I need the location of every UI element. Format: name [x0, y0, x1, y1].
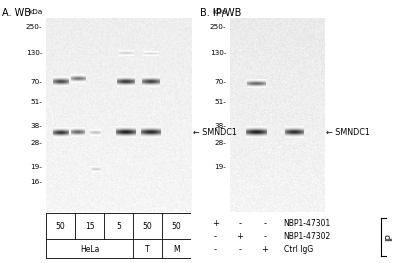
Text: 51-: 51-	[215, 99, 226, 104]
Text: ← SMNDC1: ← SMNDC1	[326, 128, 370, 137]
Text: 50: 50	[56, 222, 65, 231]
Text: -: -	[238, 245, 242, 255]
Text: 19-: 19-	[30, 164, 42, 170]
Text: kDa: kDa	[212, 8, 226, 14]
Text: 28-: 28-	[30, 140, 42, 146]
Text: 38-: 38-	[215, 123, 226, 129]
Text: A. WB: A. WB	[2, 8, 31, 18]
Text: -: -	[263, 219, 266, 228]
Text: 250-: 250-	[26, 24, 42, 30]
Text: kDa: kDa	[28, 8, 42, 14]
Text: 15: 15	[85, 222, 94, 231]
Text: B. IP/WB: B. IP/WB	[200, 8, 241, 18]
Text: -: -	[263, 232, 266, 241]
Text: 5: 5	[116, 222, 121, 231]
Text: 38-: 38-	[30, 123, 42, 129]
Text: +: +	[212, 219, 219, 228]
Text: Ctrl IgG: Ctrl IgG	[284, 245, 313, 255]
Text: 70-: 70-	[30, 79, 42, 85]
Text: +: +	[261, 245, 268, 255]
Text: HeLa: HeLa	[80, 245, 99, 254]
Text: 70-: 70-	[215, 79, 226, 85]
Text: +: +	[236, 232, 244, 241]
Text: 28-: 28-	[215, 140, 226, 146]
Text: 130-: 130-	[210, 50, 226, 56]
Text: 16-: 16-	[30, 179, 42, 185]
Text: 19-: 19-	[215, 164, 226, 170]
Text: IP: IP	[386, 233, 394, 240]
Text: 250-: 250-	[210, 24, 226, 30]
Text: 51-: 51-	[30, 99, 42, 104]
Text: -: -	[214, 232, 217, 241]
Text: ← SMNDC1: ← SMNDC1	[193, 128, 237, 137]
Text: -: -	[214, 245, 217, 255]
Text: -: -	[238, 219, 242, 228]
Text: 130-: 130-	[26, 50, 42, 56]
Text: 50: 50	[143, 222, 152, 231]
Text: T: T	[145, 245, 150, 254]
Text: 50: 50	[172, 222, 182, 231]
Text: M: M	[173, 245, 180, 254]
Text: NBP1-47301: NBP1-47301	[284, 219, 331, 228]
Text: NBP1-47302: NBP1-47302	[284, 232, 331, 241]
